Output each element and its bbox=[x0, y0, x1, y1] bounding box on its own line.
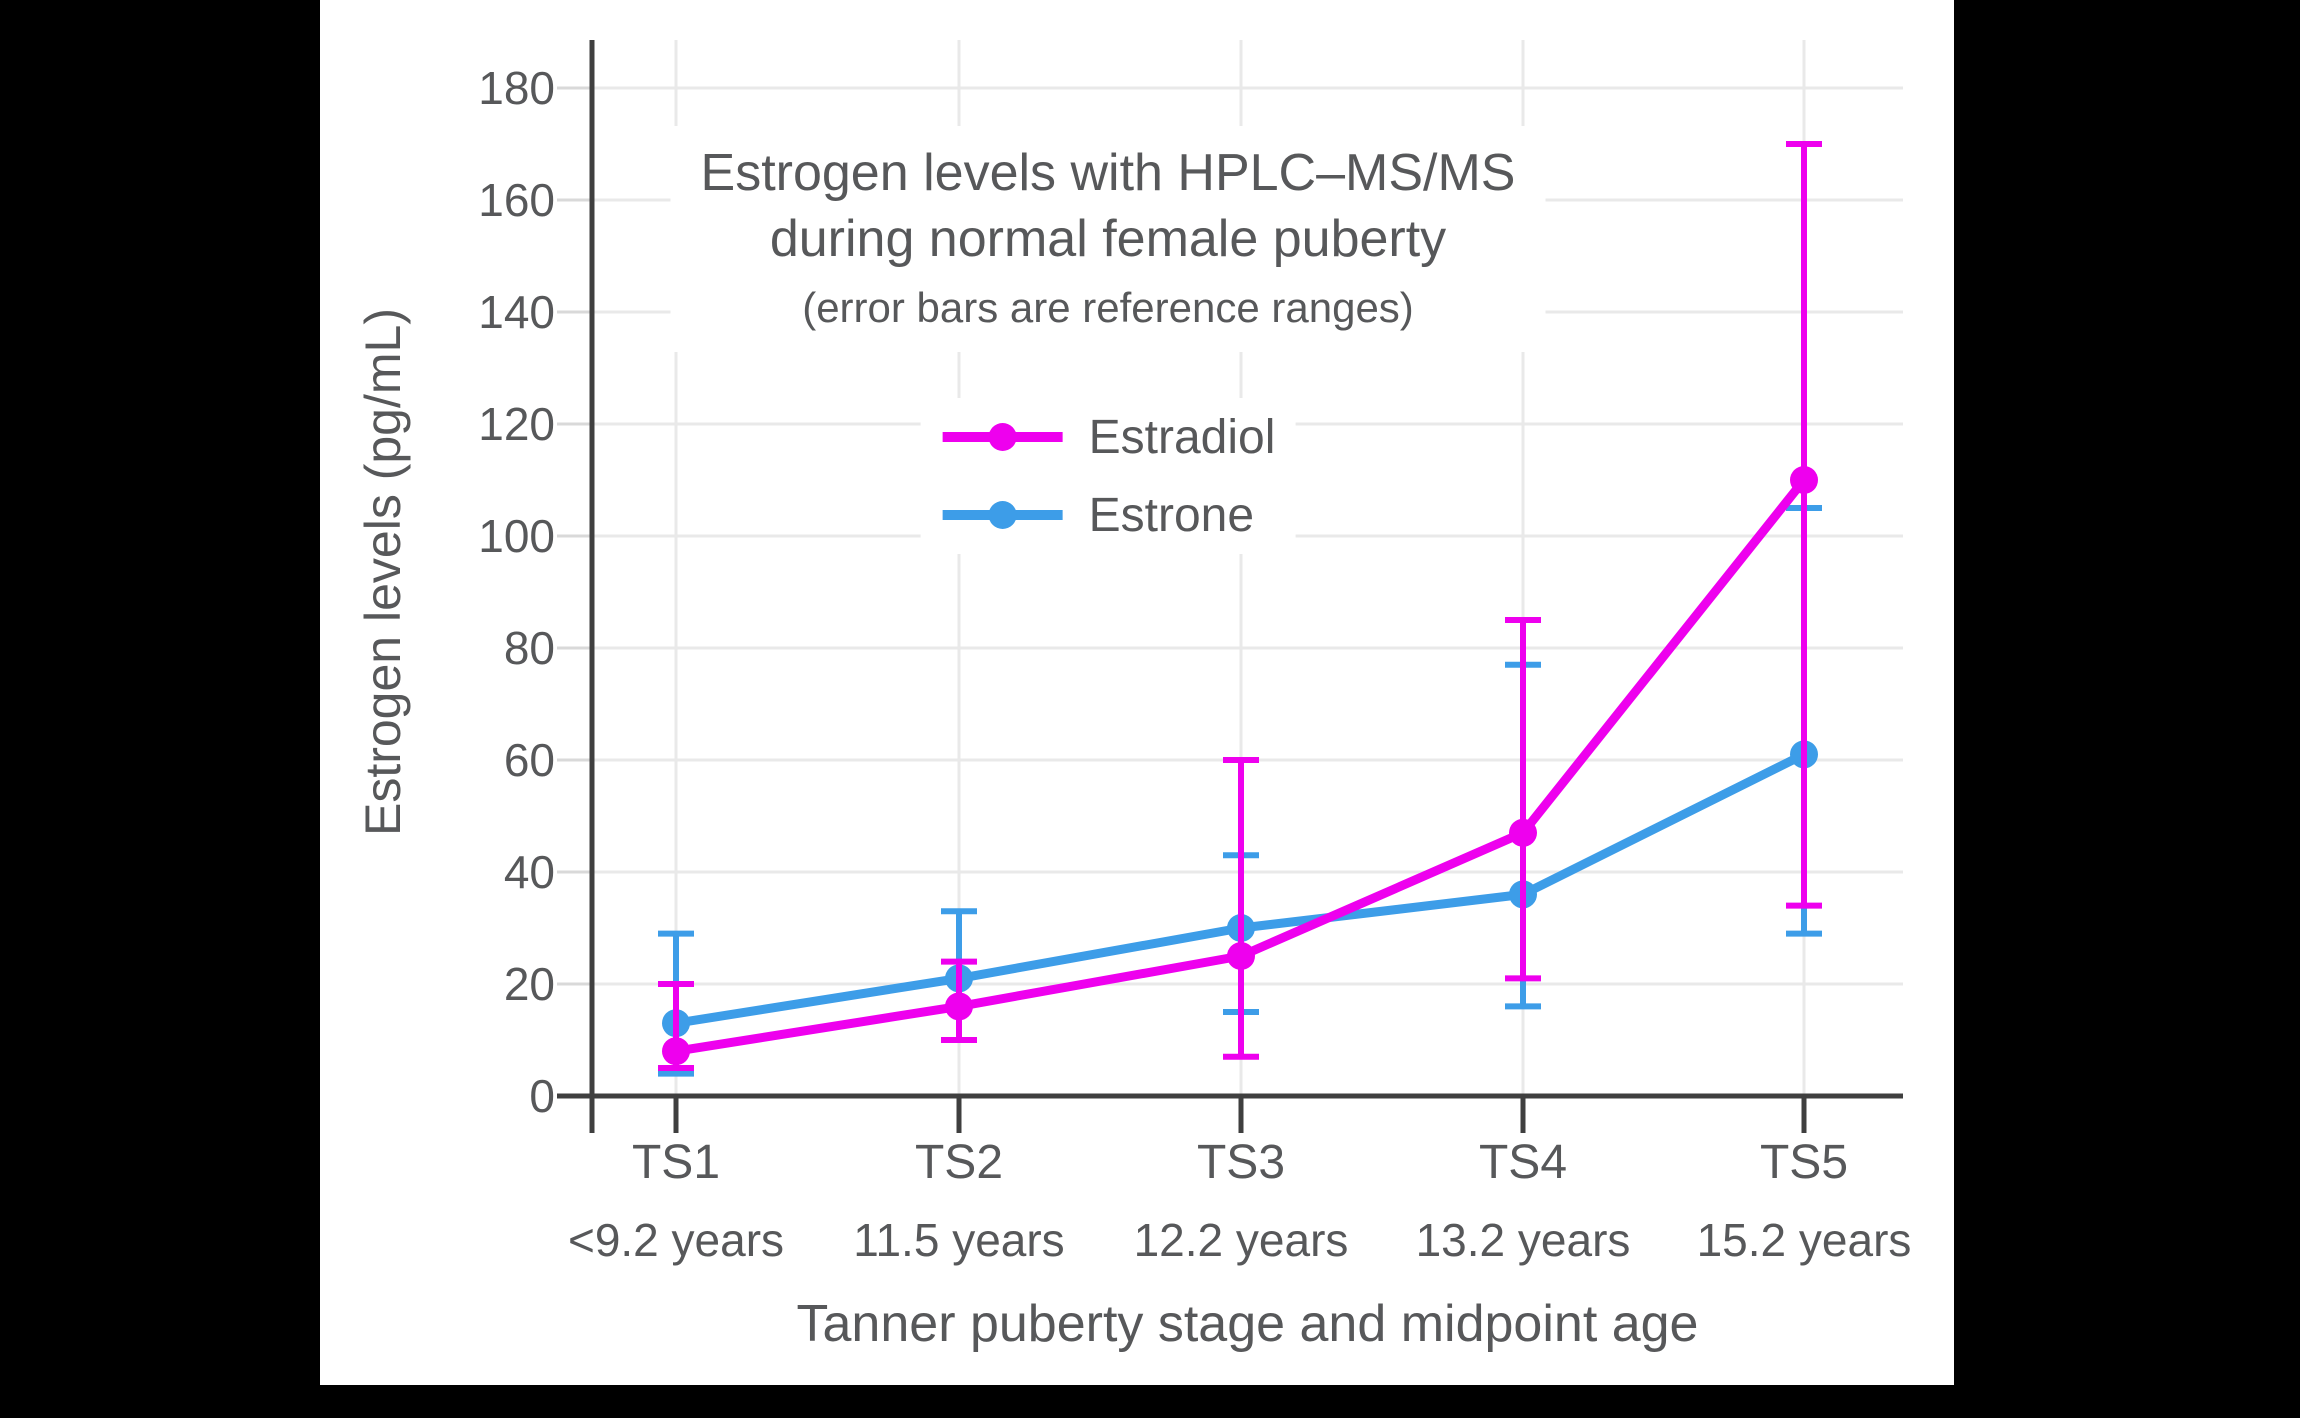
y-tick-label: 80 bbox=[503, 622, 555, 674]
x-tick-stage-label: TS1 bbox=[631, 1136, 721, 1189]
chart-title-line2: during normal female puberty bbox=[769, 210, 1447, 268]
data-point bbox=[1790, 466, 1818, 494]
legend-item-estrone: Estrone bbox=[941, 484, 1276, 546]
x-tick-age-label: 11.5 years bbox=[853, 1214, 1065, 1266]
y-tick-label: 40 bbox=[503, 846, 555, 898]
x-tick-stage-label: TS2 bbox=[914, 1136, 1004, 1189]
chart-title-line1: Estrogen levels with HPLC–MS/MS bbox=[700, 144, 1516, 202]
x-tick-age-label: 12.2 years bbox=[1133, 1214, 1349, 1266]
x-tick-stage-label: TS3 bbox=[1196, 1136, 1286, 1189]
y-tick-label: 120 bbox=[478, 398, 555, 450]
y-tick-label: 140 bbox=[478, 286, 555, 338]
legend-label: Estrone bbox=[1088, 488, 1255, 542]
legend-marker-icon bbox=[942, 423, 1063, 451]
x-axis-label: Tanner puberty stage and midpoint age bbox=[796, 1295, 1699, 1353]
y-axis-ticks bbox=[557, 86, 592, 986]
data-point bbox=[1227, 942, 1255, 970]
y-tick-label: 60 bbox=[503, 734, 555, 786]
legend-label: Estradiol bbox=[1088, 410, 1276, 464]
data-point bbox=[945, 992, 973, 1021]
chart-title-block: Estrogen levels with HPLC–MS/MS during n… bbox=[670, 126, 1546, 352]
data-point bbox=[662, 1037, 690, 1066]
y-tick-label: 160 bbox=[478, 174, 555, 226]
y-tick-label: 20 bbox=[503, 958, 555, 1010]
legend: Estradiol Estrone bbox=[920, 398, 1296, 554]
x-tick-age-label: 15.2 years bbox=[1696, 1214, 1912, 1266]
x-tick-stage-label: TS5 bbox=[1759, 1136, 1849, 1189]
series-estradiol bbox=[658, 141, 1822, 1071]
legend-marker-icon bbox=[942, 501, 1063, 529]
axes bbox=[557, 40, 1903, 1133]
legend-item-estradiol: Estradiol bbox=[941, 406, 1276, 468]
y-tick-label: 180 bbox=[478, 62, 555, 114]
data-point bbox=[1509, 818, 1537, 847]
y-tick-label: 100 bbox=[478, 510, 555, 562]
x-tick-stage-label: TS4 bbox=[1478, 1136, 1568, 1189]
chart-card: Estrogen levels (pg/mL) Estrogen levels … bbox=[320, 0, 1954, 1385]
x-tick-age-label: <9.2 years bbox=[567, 1214, 785, 1266]
y-tick-label: 0 bbox=[529, 1070, 555, 1122]
chart-subtitle: (error bars are reference ranges) bbox=[802, 284, 1414, 331]
x-tick-age-label: 13.2 years bbox=[1415, 1214, 1631, 1266]
